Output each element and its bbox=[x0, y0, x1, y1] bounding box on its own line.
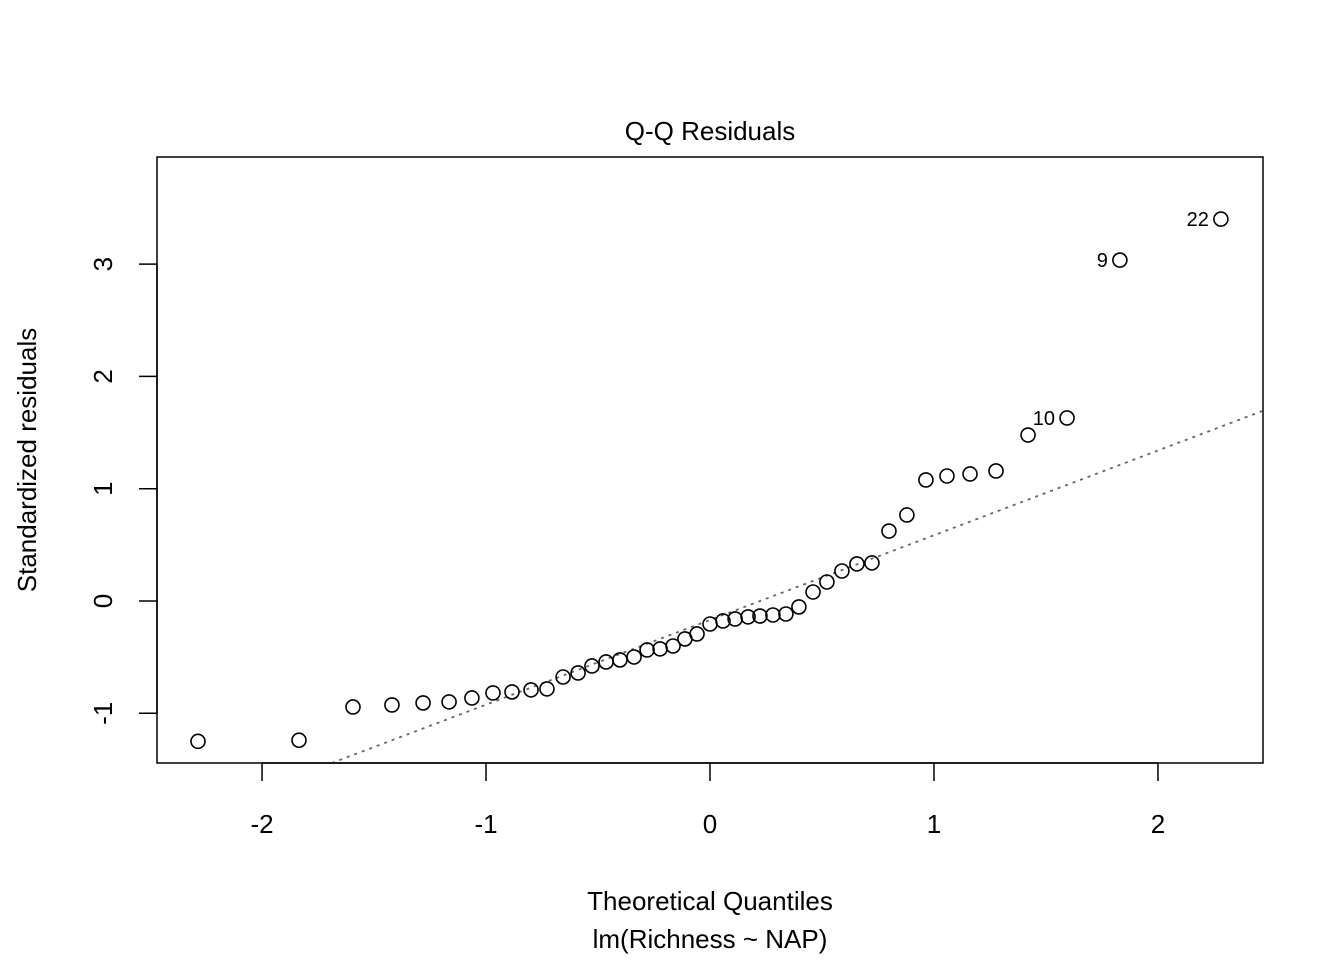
data-point bbox=[752, 608, 768, 624]
data-point bbox=[765, 607, 781, 623]
data-point bbox=[345, 699, 361, 715]
x-tick-label: 0 bbox=[703, 809, 717, 839]
data-point bbox=[652, 641, 668, 657]
data-point bbox=[598, 654, 614, 670]
data-point bbox=[584, 658, 600, 674]
data-point bbox=[190, 733, 206, 750]
y-tick-label: 3 bbox=[88, 257, 118, 271]
chart-subtitle: lm(Richness ~ NAP) bbox=[593, 924, 828, 954]
data-point bbox=[504, 684, 520, 700]
data-point bbox=[715, 613, 731, 629]
data-point bbox=[523, 682, 539, 698]
x-tick-label: 2 bbox=[1151, 809, 1165, 839]
data-point bbox=[384, 697, 400, 713]
data-point bbox=[988, 463, 1004, 479]
x-tick-label: 1 bbox=[927, 809, 941, 839]
data-point bbox=[464, 690, 480, 706]
y-tick-label: -1 bbox=[88, 702, 118, 725]
data-point bbox=[291, 732, 307, 749]
data-point bbox=[791, 599, 807, 615]
y-tick-label: 2 bbox=[88, 369, 118, 383]
data-point bbox=[1213, 211, 1229, 227]
chart-title: Q-Q Residuals bbox=[625, 116, 796, 146]
data-point bbox=[834, 563, 850, 579]
data-point bbox=[665, 638, 681, 654]
data-point bbox=[570, 665, 586, 681]
data-point bbox=[778, 606, 794, 622]
data-point bbox=[939, 468, 955, 484]
x-tick-label: -1 bbox=[474, 809, 497, 839]
data-point bbox=[740, 609, 756, 625]
data-point bbox=[881, 523, 897, 539]
data-point bbox=[1059, 410, 1075, 426]
data-point bbox=[612, 652, 628, 668]
point-label: 9 bbox=[1097, 250, 1108, 272]
data-point bbox=[485, 685, 501, 701]
data-point bbox=[962, 466, 978, 482]
data-point bbox=[555, 669, 571, 685]
y-tick-label: 0 bbox=[88, 594, 118, 608]
data-point bbox=[441, 694, 457, 710]
point-label: 10 bbox=[1033, 408, 1055, 430]
data-point bbox=[539, 681, 555, 697]
data-point bbox=[689, 626, 705, 642]
data-point bbox=[805, 584, 821, 600]
data-point bbox=[626, 649, 642, 665]
data-point bbox=[415, 695, 431, 711]
y-axis-label: Standardized residuals bbox=[12, 328, 42, 593]
data-point bbox=[819, 574, 835, 590]
data-point bbox=[899, 507, 915, 523]
data-point bbox=[702, 616, 718, 632]
plot-frame bbox=[156, 156, 1264, 764]
data-point bbox=[918, 472, 934, 488]
data-point bbox=[1020, 427, 1036, 443]
data-point bbox=[849, 556, 865, 572]
reference-line bbox=[331, 409, 1264, 764]
x-axis-label: Theoretical Quantiles bbox=[587, 886, 833, 916]
data-point bbox=[1112, 252, 1128, 268]
data-point bbox=[639, 642, 655, 658]
point-label: 22 bbox=[1187, 209, 1209, 231]
data-point bbox=[864, 555, 880, 571]
y-tick-label: 1 bbox=[88, 481, 118, 495]
x-tick-label: -2 bbox=[250, 809, 273, 839]
